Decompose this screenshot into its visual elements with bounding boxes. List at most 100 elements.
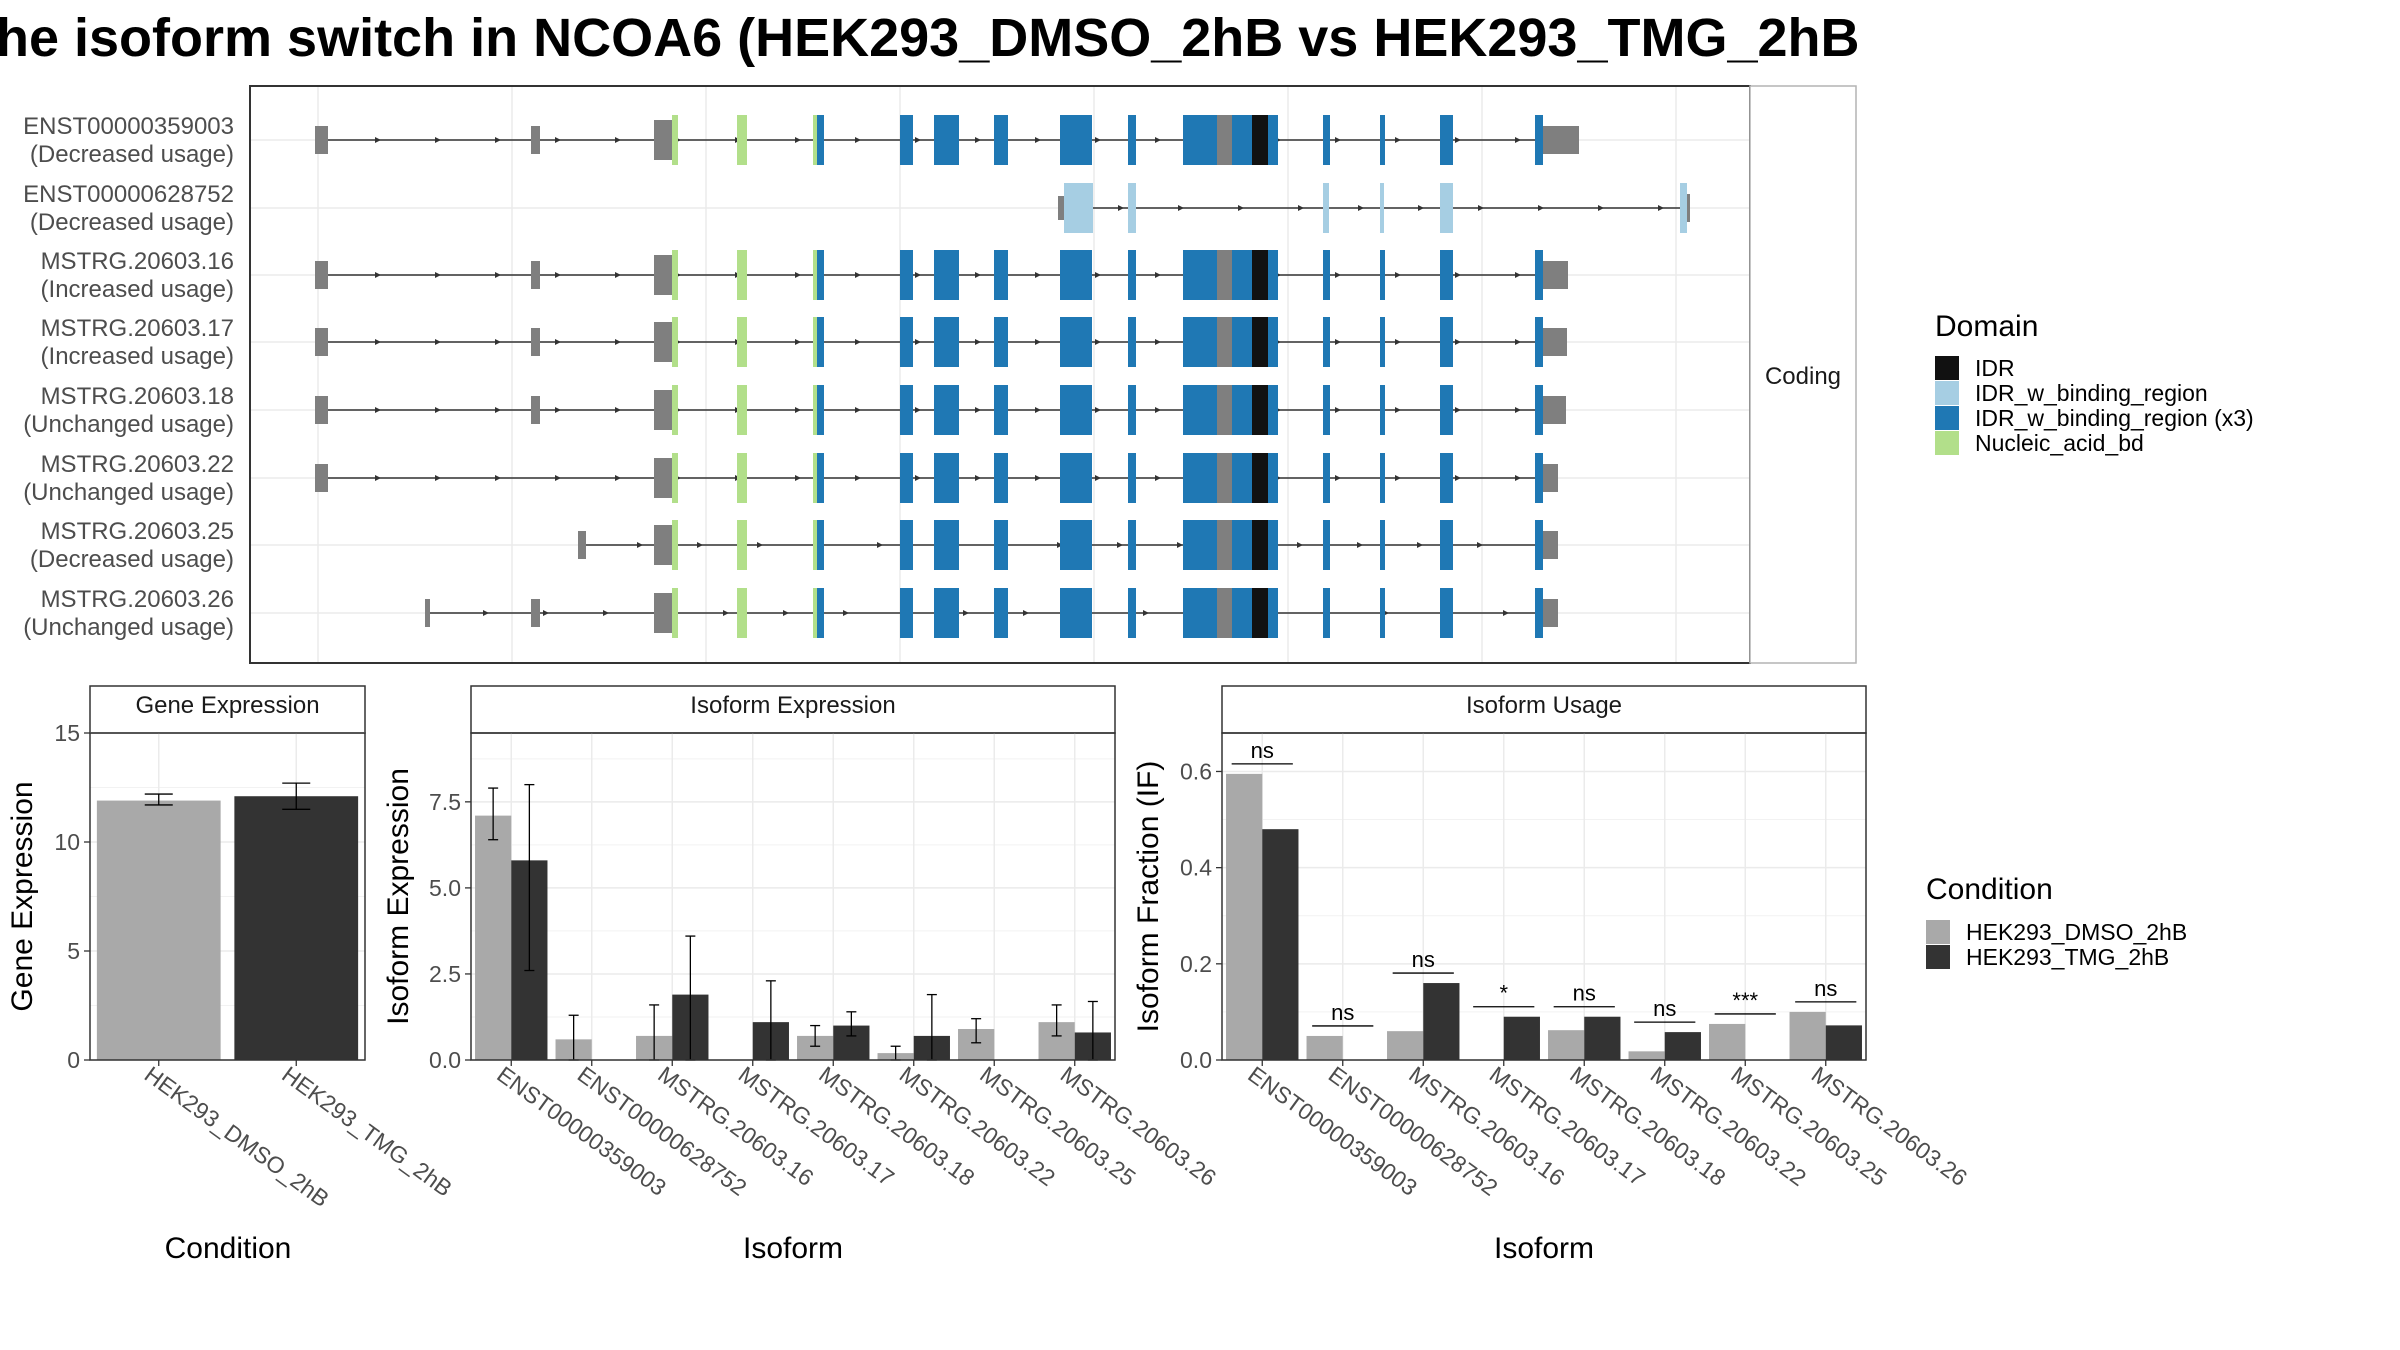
intron-arrow <box>1095 339 1101 345</box>
exon-block <box>934 453 959 503</box>
domain-legend-title: Domain <box>1935 310 2038 343</box>
exon-block <box>1217 115 1232 165</box>
y-tick-label: 5.0 <box>429 875 461 901</box>
exon-block <box>1535 588 1543 638</box>
exon-block <box>1183 588 1217 638</box>
exon-block <box>1060 520 1092 570</box>
intron-arrow <box>1455 272 1461 278</box>
exon-block <box>1535 250 1543 300</box>
exon-block <box>994 385 1008 435</box>
x-axis-title: Condition <box>165 1232 292 1265</box>
intron-arrow <box>723 610 729 616</box>
chart-strip <box>1221 685 1867 734</box>
exon-block <box>817 453 824 503</box>
exon-block <box>1535 453 1543 503</box>
intron-arrow <box>1335 339 1341 345</box>
bar <box>1789 1011 1826 1060</box>
intron-arrow <box>1395 475 1401 481</box>
condition-legend-swatch <box>1926 945 1950 969</box>
isoform-name-label: MSTRG.20603.17 <box>41 315 234 342</box>
isoform-name-label: MSTRG.20603.18 <box>41 383 234 410</box>
intron-arrow <box>877 542 883 548</box>
y-tick-label: 0.4 <box>1180 855 1212 881</box>
intron-arrow <box>1178 205 1184 211</box>
exon-block <box>1252 520 1268 570</box>
isoform-name-label: ENST00000359003 <box>23 113 234 140</box>
isoform-structure-row <box>315 385 1566 435</box>
y-tick-label: 10 <box>54 829 80 855</box>
exon-block <box>813 588 817 638</box>
intron-arrow <box>1515 475 1521 481</box>
y-tick-label: 0.0 <box>1180 1047 1212 1073</box>
exon-block <box>1217 317 1232 367</box>
intron-arrow <box>555 272 561 278</box>
isoform-structure-row <box>315 453 1558 503</box>
intron-arrow <box>555 339 561 345</box>
utr-block <box>1543 126 1579 154</box>
exon-block <box>900 588 913 638</box>
utr-block <box>531 261 540 289</box>
exon-block <box>1440 588 1453 638</box>
intron-arrow <box>375 339 381 345</box>
intron-arrow <box>375 407 381 413</box>
utr-block <box>578 531 586 559</box>
structure-rows <box>315 115 1690 638</box>
isoform-structure-row <box>315 250 1568 300</box>
structure-isoform-labels: ENST00000359003(Decreased usage)ENST0000… <box>23 113 234 641</box>
exon-block <box>1128 183 1136 233</box>
intron-arrow <box>1035 475 1041 481</box>
exon-block <box>672 588 678 638</box>
intron-arrow <box>483 610 489 616</box>
intron-arrow <box>1357 542 1363 548</box>
exon-block <box>1440 183 1453 233</box>
exon-block <box>1232 453 1252 503</box>
intron-arrow <box>697 542 703 548</box>
intron-arrow <box>1335 272 1341 278</box>
domain-legend-swatch <box>1935 406 1959 430</box>
exon-block <box>1064 183 1093 233</box>
exon-block <box>737 520 747 570</box>
domain-legend-label: IDR <box>1975 355 2015 381</box>
exon-block <box>672 520 678 570</box>
exon-block <box>900 250 913 300</box>
intron-arrow <box>1418 205 1424 211</box>
significance-label: ns <box>1412 947 1435 972</box>
utr-block <box>531 126 540 154</box>
intron-arrow <box>975 339 981 345</box>
intron-arrow <box>1455 407 1461 413</box>
intron-arrow <box>615 339 621 345</box>
exon-block <box>737 588 747 638</box>
intron-arrow <box>1395 339 1401 345</box>
exon-block <box>1268 453 1278 503</box>
intron-arrow <box>615 272 621 278</box>
exon-block <box>1128 453 1136 503</box>
intron-arrow <box>495 407 501 413</box>
exon-block <box>817 115 824 165</box>
intron-arrow <box>783 610 789 616</box>
exon-block <box>672 385 678 435</box>
exon-block <box>1183 520 1217 570</box>
exon-block <box>1217 385 1232 435</box>
intron-arrow <box>1298 205 1304 211</box>
intron-arrow <box>1095 475 1101 481</box>
condition-legend-label: HEK293_DMSO_2hB <box>1966 919 2187 945</box>
exon-block <box>1060 317 1092 367</box>
y-tick-label: 0 <box>67 1047 80 1073</box>
intron-arrow <box>1477 542 1483 548</box>
intron-arrow <box>1515 407 1521 413</box>
y-tick-label: 7.5 <box>429 789 461 815</box>
chart-strip-title: Isoform Usage <box>1466 692 1622 719</box>
exon-block <box>817 317 824 367</box>
chart-strip <box>470 685 1116 734</box>
exon-block <box>1252 588 1268 638</box>
intron-arrow <box>795 137 801 143</box>
exon-block <box>672 115 678 165</box>
intron-arrow <box>915 137 921 143</box>
intron-arrow <box>855 137 861 143</box>
utr-block <box>531 396 540 424</box>
utr-block <box>1058 196 1064 220</box>
intron-arrow <box>975 137 981 143</box>
intron-arrow <box>1155 407 1161 413</box>
intron-arrow <box>1035 272 1041 278</box>
